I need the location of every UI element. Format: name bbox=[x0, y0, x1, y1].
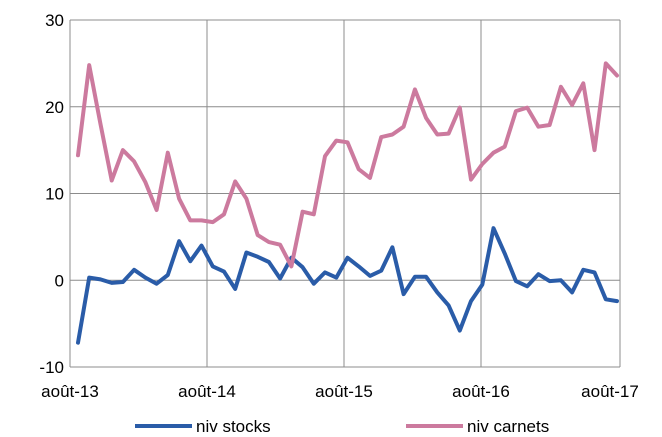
series-line-niv-stocks bbox=[76, 226, 619, 345]
y-axis-ticks: -10 0 10 20 30 bbox=[39, 11, 64, 377]
y-tick-label: -10 bbox=[39, 358, 64, 377]
series-line-niv-carnets bbox=[76, 61, 619, 269]
x-axis-ticks: août-13 août-14 août-15 août-16 août-17 bbox=[41, 382, 639, 401]
series-lines bbox=[76, 61, 619, 345]
x-tick-label: août-16 bbox=[452, 382, 510, 401]
x-tick-label: août-15 bbox=[315, 382, 373, 401]
y-tick-label: 10 bbox=[45, 185, 64, 204]
grid bbox=[70, 19, 620, 368]
y-tick-label: 0 bbox=[55, 271, 64, 290]
x-tick-label: août-13 bbox=[41, 382, 99, 401]
y-tick-label: 20 bbox=[45, 98, 64, 117]
y-tick-label: 30 bbox=[45, 11, 64, 30]
x-tick-label: août-14 bbox=[178, 382, 236, 401]
x-tick-label: août-17 bbox=[581, 382, 639, 401]
legend-label-niv-stocks: niv stocks bbox=[196, 417, 271, 436]
legend-label-niv-carnets: niv carnets bbox=[467, 417, 549, 436]
legend: niv stocks niv carnets bbox=[135, 417, 549, 436]
plot-frame bbox=[69, 20, 621, 367]
